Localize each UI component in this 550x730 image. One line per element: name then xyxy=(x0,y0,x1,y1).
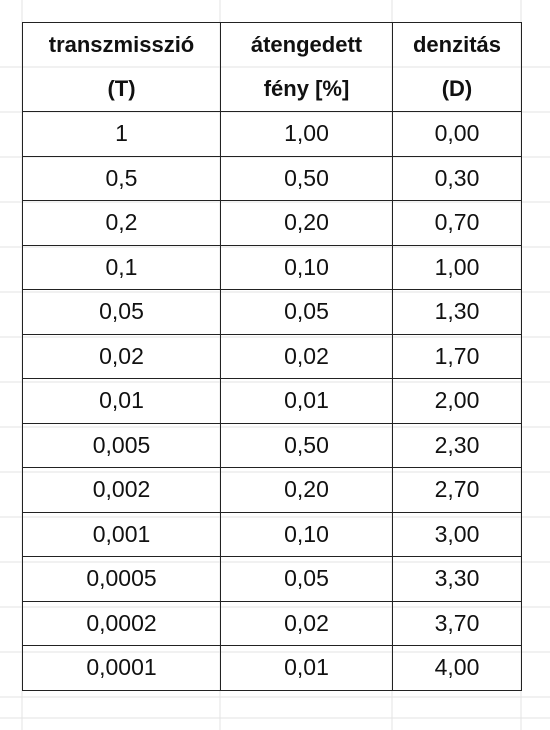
table-cell: 1,30 xyxy=(392,289,522,335)
table-cell: 0,50 xyxy=(220,422,393,468)
table-cell: 0,001 xyxy=(22,511,221,557)
header-text: (D) xyxy=(441,76,473,101)
table-row: 0,5 0,50 0,30 xyxy=(22,155,522,201)
header-row: transzmisszió (T) átengedett fény [%] denzit… xyxy=(22,22,522,112)
table-row: 0,05 0,05 1,30 xyxy=(22,289,522,335)
table-row: 0,0005 0,05 3,30 xyxy=(22,556,522,602)
table-cell: 0,10 xyxy=(220,244,393,290)
table-cell: 0,30 xyxy=(392,155,522,201)
table-cell: 2,00 xyxy=(392,378,522,424)
table-row: 0,1 0,10 1,00 xyxy=(22,244,522,290)
table-cell: 0,20 xyxy=(220,467,393,513)
table-cell: 0,02 xyxy=(22,333,221,379)
header-text: (T) xyxy=(107,76,136,101)
table-cell: 0,02 xyxy=(220,600,393,646)
header-cell: denzitás (D) xyxy=(392,22,522,112)
table-cell: 1 xyxy=(22,111,221,157)
table-cell: 0,00 xyxy=(392,111,522,157)
table-body: 1 1,00 0,00 0,5 0,50 0,30 0,2 0,20 0,70 0,1 0,10 1,… xyxy=(22,111,522,691)
table-cell: 0,05 xyxy=(22,289,221,335)
table-cell: 0,10 xyxy=(220,511,393,557)
table-cell: 3,30 xyxy=(392,556,522,602)
table-cell: 0,50 xyxy=(220,155,393,201)
table-cell: 0,005 xyxy=(22,422,221,468)
table-cell: 1,70 xyxy=(392,333,522,379)
header-text: transzmisszió xyxy=(48,32,195,57)
table-cell: 2,30 xyxy=(392,422,522,468)
table-cell: 0,1 xyxy=(22,244,221,290)
table-cell: 0,5 xyxy=(22,155,221,201)
table-cell: 0,0001 xyxy=(22,645,221,691)
table-cell: 2,70 xyxy=(392,467,522,513)
header-text: átengedett xyxy=(250,32,363,57)
table-cell: 0,05 xyxy=(220,289,393,335)
table-cell: 0,02 xyxy=(220,333,393,379)
table-row: 0,001 0,10 3,00 xyxy=(22,511,522,557)
header-cell: átengedett fény [%] xyxy=(220,22,393,112)
table-cell: 0,01 xyxy=(220,378,393,424)
table-row: 0,02 0,02 1,70 xyxy=(22,333,522,379)
table-cell: 0,70 xyxy=(392,200,522,246)
table-row: 0,01 0,01 2,00 xyxy=(22,378,522,424)
table-cell: 0,0005 xyxy=(22,556,221,602)
table-row: 0,002 0,20 2,70 xyxy=(22,467,522,513)
table-cell: 0,20 xyxy=(220,200,393,246)
table-cell: 4,00 xyxy=(392,645,522,691)
table-row: 0,2 0,20 0,70 xyxy=(22,200,522,246)
table-row: 0,0001 0,01 4,00 xyxy=(22,645,522,691)
header-text: denzitás xyxy=(412,32,502,57)
data-table: transzmisszió (T) átengedett fény [%] denzit… xyxy=(22,22,522,691)
header-cell: transzmisszió (T) xyxy=(22,22,221,112)
table-row: 0,0002 0,02 3,70 xyxy=(22,600,522,646)
table-row: 0,005 0,50 2,30 xyxy=(22,422,522,468)
table-cell: 3,70 xyxy=(392,600,522,646)
table-row: 1 1,00 0,00 xyxy=(22,111,522,157)
table-cell: 1,00 xyxy=(220,111,393,157)
table-cell: 0,01 xyxy=(22,378,221,424)
table-cell: 0,002 xyxy=(22,467,221,513)
table-cell: 0,0002 xyxy=(22,600,221,646)
table-cell: 0,2 xyxy=(22,200,221,246)
table-cell: 0,05 xyxy=(220,556,393,602)
table-cell: 1,00 xyxy=(392,244,522,290)
table-cell: 0,01 xyxy=(220,645,393,691)
header-text: fény [%] xyxy=(263,76,350,101)
table-cell: 3,00 xyxy=(392,511,522,557)
